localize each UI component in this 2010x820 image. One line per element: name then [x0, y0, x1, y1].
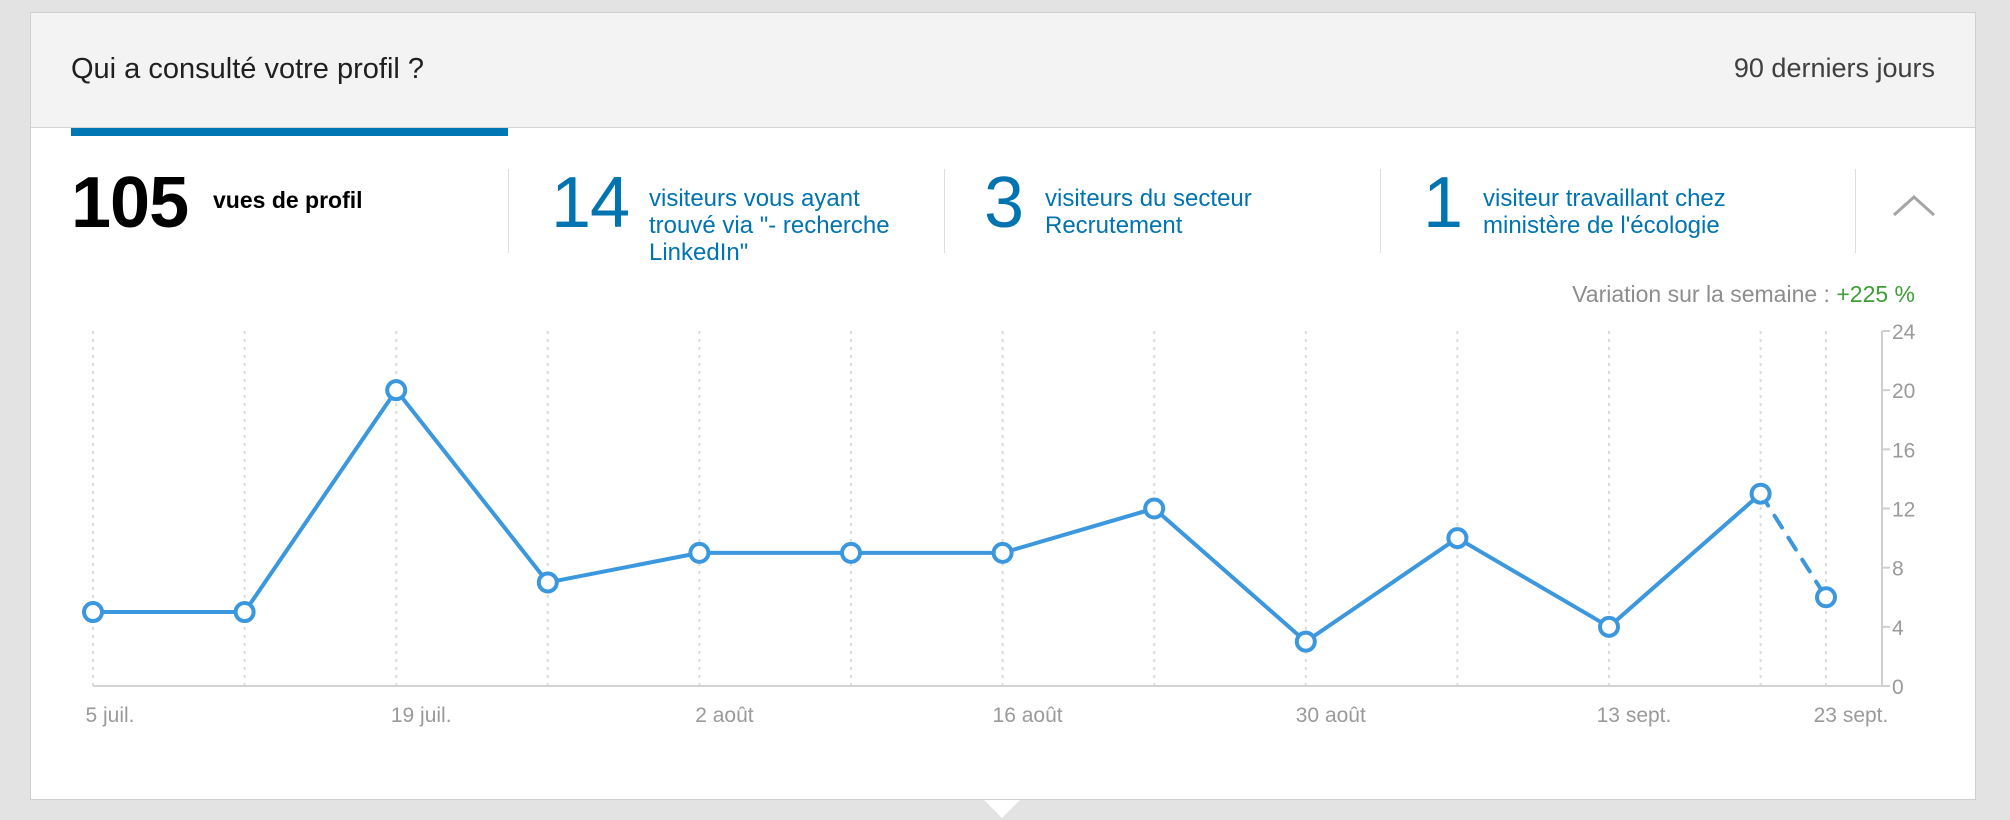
stat-label[interactable]: visiteurs vous ayant trouvé via "- reche…: [649, 185, 890, 266]
stat-label-line: LinkedIn": [649, 239, 749, 266]
stat-number: 3: [984, 163, 1024, 243]
data-point: [1598, 615, 1620, 638]
stat-label-line: Recrutement: [1045, 212, 1183, 239]
x-tick-label: 30 août: [1296, 704, 1366, 727]
y-tick-label: 8: [1892, 558, 1904, 581]
stat-label-line: ministère de l'écologie: [1483, 212, 1720, 239]
x-tick-label: 2 août: [695, 704, 754, 727]
x-tick-label: 16 août: [993, 704, 1063, 727]
series-segment-dashed: [1758, 491, 1828, 600]
y-tick-label: 20: [1892, 380, 1915, 403]
stat-divider: [508, 169, 509, 253]
variation-number: 225 %: [1849, 281, 1915, 307]
y-tick-label: 16: [1892, 439, 1915, 462]
data-point: [1446, 527, 1469, 550]
stat-recruiting-visitors[interactable]: 3 visiteurs du secteur Recrutement: [984, 165, 1364, 255]
stat-label-line: visiteur travaillant chez: [1483, 185, 1726, 212]
x-tick-label: 13 sept.: [1597, 704, 1672, 727]
variation-label: Variation sur la semaine :: [1572, 281, 1830, 307]
collapse-button[interactable]: [1888, 185, 1940, 225]
variation-value: +225 %: [1836, 281, 1915, 307]
profile-views-card: Qui a consulté votre profil ? 90 dernier…: [30, 12, 1976, 800]
card-pointer: [984, 800, 1020, 818]
series-segment: [1455, 536, 1611, 629]
stat-number: 1: [1423, 163, 1463, 243]
stat-label-line: visiteurs du secteur: [1045, 185, 1252, 212]
data-point: [536, 571, 559, 594]
y-tick-label: 12: [1892, 499, 1915, 522]
chevron-up-icon: [1892, 194, 1936, 217]
card-header: Qui a consulté votre profil ? 90 dernier…: [31, 13, 1975, 128]
data-point: [1749, 482, 1772, 505]
series-segment: [545, 550, 702, 585]
x-tick-label: 5 juil.: [85, 704, 134, 727]
card-title: Qui a consulté votre profil ?: [71, 53, 425, 85]
stat-divider: [944, 169, 945, 253]
active-tab-indicator: [71, 128, 508, 136]
y-tick-label: 0: [1892, 676, 1904, 699]
stat-number: 14: [551, 163, 630, 243]
data-point: [991, 541, 1014, 564]
stat-label-line: visiteurs vous ayant: [649, 185, 860, 212]
stat-label[interactable]: visiteur travaillant chez ministère de l…: [1483, 185, 1726, 239]
stat-number: 105: [71, 163, 189, 243]
stat-label[interactable]: visiteurs du secteur Recrutement: [1045, 185, 1252, 239]
stat-search-visitors[interactable]: 14 visiteurs vous ayant trouvé via "- re…: [551, 163, 931, 266]
y-tick-label: 4: [1892, 617, 1904, 640]
variation-sign: +: [1836, 281, 1850, 307]
data-point: [1294, 630, 1317, 653]
x-tick-label: 23 sept.: [1814, 704, 1889, 727]
data-point: [1143, 497, 1166, 520]
series-segment: [242, 388, 399, 615]
data-point: [688, 541, 711, 564]
stat-label: vues de profil: [213, 187, 363, 213]
data-point: [1815, 586, 1837, 609]
data-point: [82, 601, 104, 624]
views-line-chart: 0 4 8 12 16 20 24 5 juil. 19 juil. 2 août 16 août 3…: [82, 321, 1916, 727]
data-point: [233, 601, 256, 624]
series-segment: [1303, 536, 1460, 644]
series-segment: [1607, 491, 1763, 629]
weekly-variation: Variation sur la semaine : +225 %: [1572, 281, 1915, 308]
stat-divider: [1380, 169, 1381, 253]
series-segment: [1152, 506, 1308, 644]
stat-label-line: trouvé via "- recherche: [649, 212, 890, 239]
time-range-label: 90 derniers jours: [1733, 53, 1935, 83]
stat-company-visitors[interactable]: 1 visiteur travaillant chez ministère de…: [1423, 165, 1823, 255]
y-tick-label: 24: [1892, 321, 1916, 344]
data-point: [385, 379, 408, 402]
series-segment: [394, 388, 550, 585]
stat-profile-views[interactable]: 105 vues de profil: [71, 165, 411, 255]
x-tick-label: 19 juil.: [391, 704, 452, 727]
data-point: [840, 541, 862, 564]
series-segment: [1000, 506, 1157, 555]
stat-divider: [1855, 169, 1856, 253]
